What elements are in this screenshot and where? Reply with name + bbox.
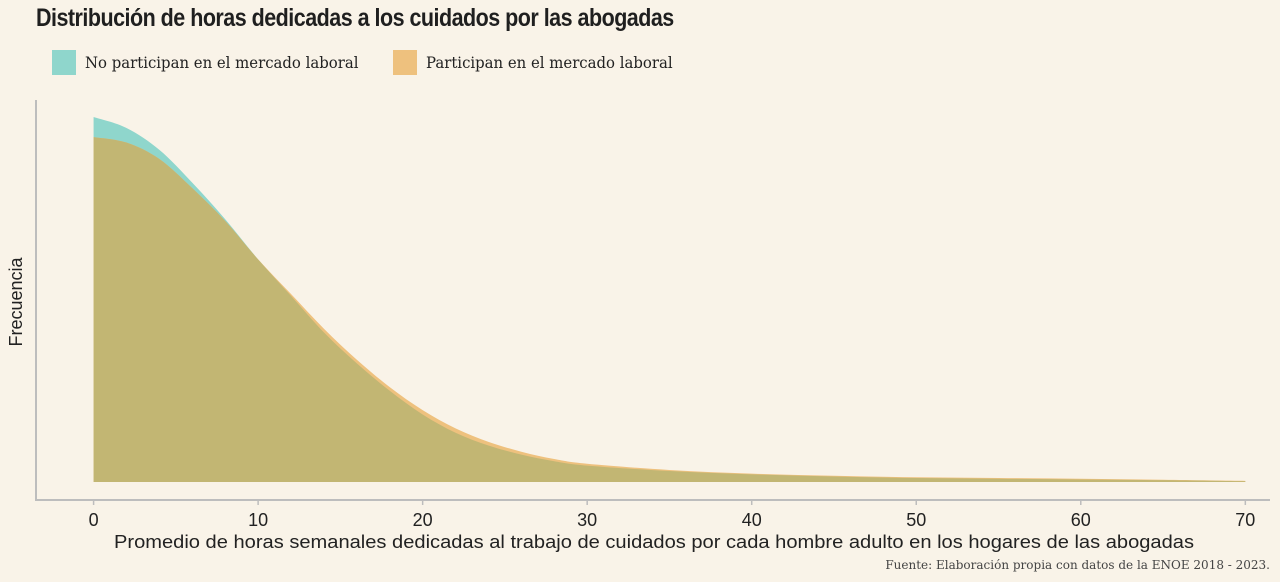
source-note: Fuente: Elaboración propia con datos de … [885, 558, 1270, 572]
series-areas [93, 117, 1246, 482]
legend-label-participan: Participan en el mercado laboral [426, 53, 673, 72]
x-tick-label: 30 [577, 510, 597, 530]
x-axis-label: Promedio de horas semanales dedicadas al… [114, 531, 1194, 552]
x-tick-label: 20 [413, 510, 433, 530]
x-tick-label: 0 [89, 510, 99, 530]
x-tick-label: 50 [906, 510, 926, 530]
chart-title: Distribución de horas dedicadas a los cu… [36, 4, 674, 32]
legend-label-no-participan: No participan en el mercado laboral [85, 53, 359, 72]
y-axis-label: Frecuencia [6, 256, 26, 346]
x-tick-label: 70 [1235, 510, 1255, 530]
legend-item-no-participan[interactable]: No participan en el mercado laboral [52, 50, 379, 75]
legend-item-participan[interactable]: Participan en el mercado laboral [393, 50, 691, 75]
area-overlap [93, 137, 1246, 482]
x-ticks: 0 10 20 30 40 50 60 70 [89, 500, 1255, 530]
x-tick-label: 40 [742, 510, 762, 530]
legend: No participan en el mercado laboral Part… [52, 50, 705, 75]
legend-swatch-participan [393, 50, 418, 75]
x-tick-label: 60 [1071, 510, 1091, 530]
legend-swatch-no-participan [52, 50, 76, 75]
x-tick-label: 10 [248, 510, 268, 530]
